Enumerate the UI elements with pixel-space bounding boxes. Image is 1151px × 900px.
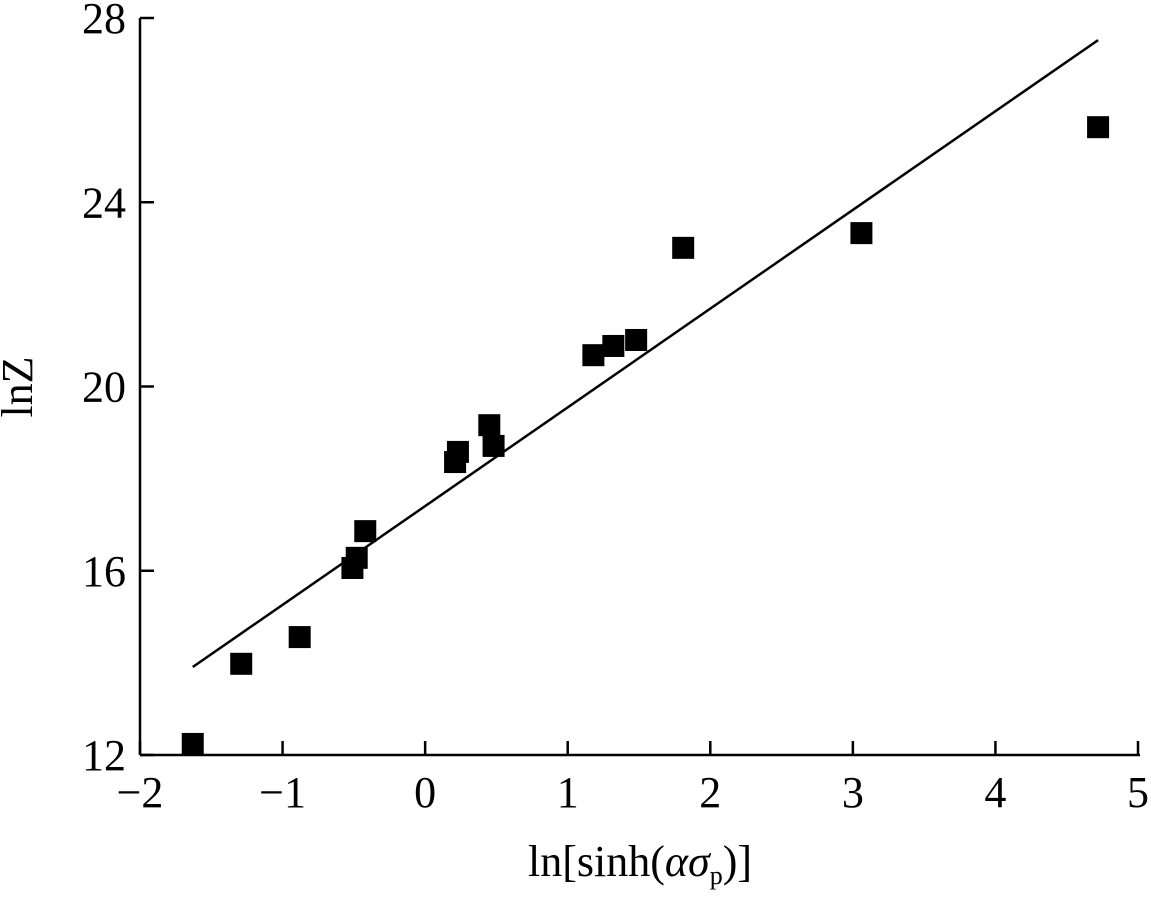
x-label-part: )] <box>723 837 752 886</box>
point <box>354 520 377 543</box>
point <box>582 344 605 367</box>
x-label-part: p <box>710 861 723 890</box>
x-tick-label: −1 <box>259 768 306 817</box>
point <box>672 236 695 259</box>
point <box>625 328 648 351</box>
x-label-part: ln[sinh( <box>528 837 665 886</box>
x-tick-label: 2 <box>699 768 721 817</box>
x-tick-label: 4 <box>984 768 1006 817</box>
x-tick-label: 5 <box>1127 768 1149 817</box>
y-tick-label: 12 <box>82 731 126 780</box>
point <box>181 732 204 755</box>
x-axis-label: ln[sinh(ασp)] <box>528 837 752 890</box>
y-axis-label: lnZ <box>0 356 42 417</box>
x-tick-label: 3 <box>842 768 864 817</box>
y-tick-label: 20 <box>82 363 126 412</box>
y-tick-label: 24 <box>82 178 126 227</box>
x-label-part: ασ <box>665 837 712 886</box>
x-tick-label: 0 <box>414 768 436 817</box>
point <box>230 652 253 675</box>
point <box>446 440 469 463</box>
point <box>850 222 873 245</box>
x-tick-label: 1 <box>557 768 579 817</box>
fit-line <box>192 39 1099 669</box>
y-tick-label: 16 <box>82 547 126 596</box>
x-tick-label: −2 <box>117 768 164 817</box>
point <box>345 546 368 569</box>
point <box>288 626 311 649</box>
point <box>1087 116 1110 139</box>
point <box>478 414 501 437</box>
y-tick-label: 28 <box>82 0 126 43</box>
point <box>482 434 505 457</box>
point <box>602 334 625 357</box>
